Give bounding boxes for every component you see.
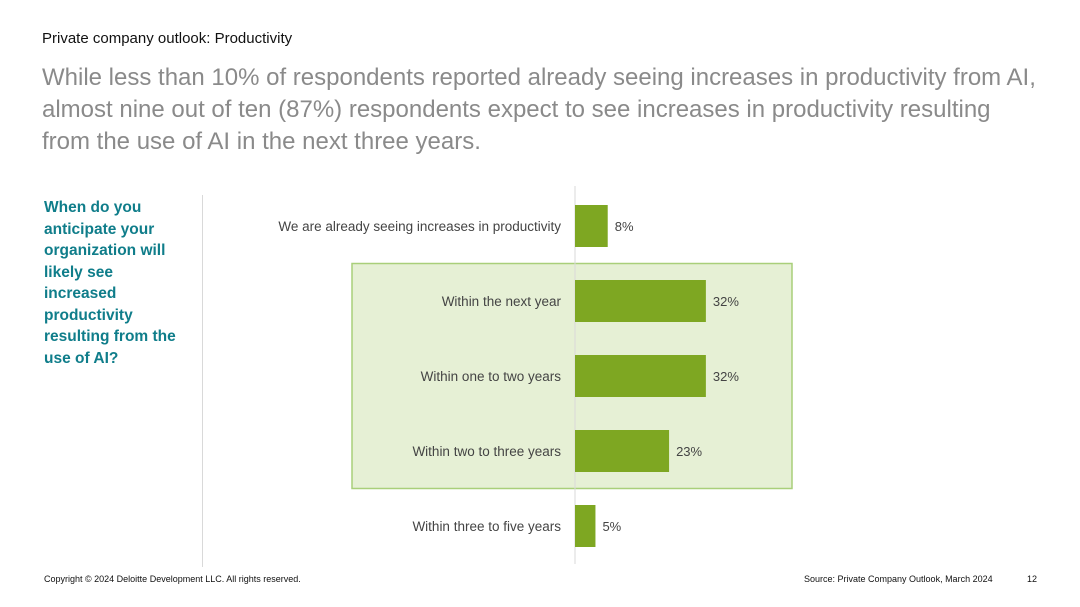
data-label: 8%: [615, 219, 634, 234]
page-number: 12: [1027, 574, 1038, 584]
data-label: 5%: [602, 519, 621, 534]
bar: [575, 205, 608, 247]
bar: [575, 355, 706, 397]
slide-headline: While less than 10% of respondents repor…: [42, 64, 1036, 155]
bar: [575, 505, 596, 547]
data-label: 32%: [713, 294, 739, 309]
category-label: Within three to five years: [412, 519, 561, 534]
bar: [575, 430, 670, 472]
category-label: Within two to three years: [412, 444, 561, 459]
category-label: Within one to two years: [421, 369, 562, 384]
copyright-text: Copyright © 2024 Deloitte Development LL…: [44, 574, 301, 584]
slide-kicker: Private company outlook: Productivity: [42, 30, 293, 47]
data-label: 32%: [713, 369, 739, 384]
category-label: We are already seeing increases in produ…: [278, 219, 561, 234]
bars-group: We are already seeing increases in produ…: [278, 205, 739, 547]
survey-question: When do you anticipate your organization…: [44, 199, 176, 367]
data-label: 23%: [676, 444, 702, 459]
source-text: Source: Private Company Outlook, March 2…: [804, 574, 993, 584]
highlight-box: [351, 262, 793, 490]
category-label: Within the next year: [442, 294, 562, 309]
left-divider: [202, 195, 203, 567]
bar: [575, 280, 706, 322]
